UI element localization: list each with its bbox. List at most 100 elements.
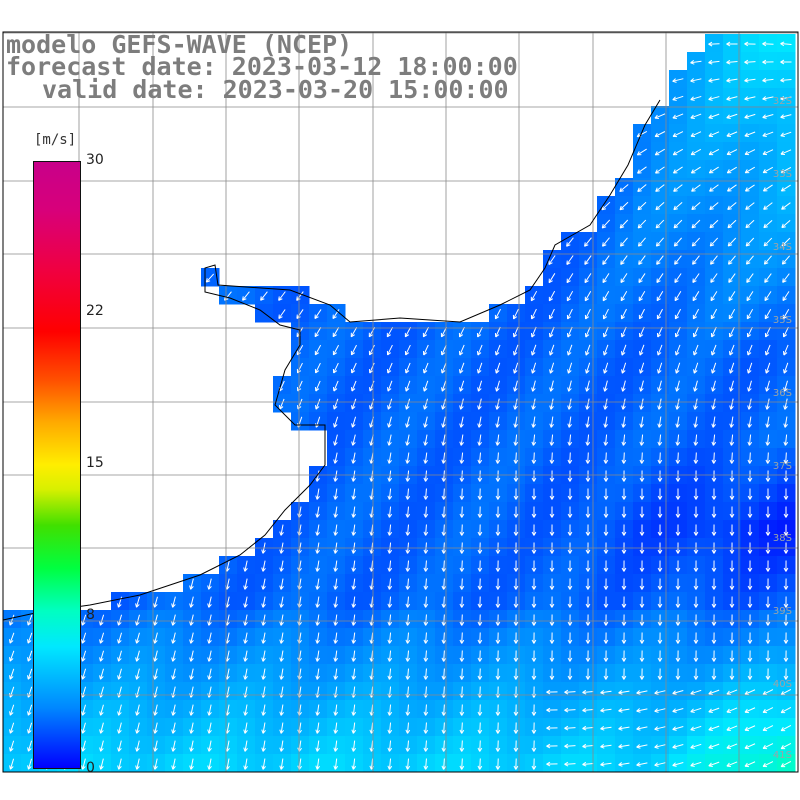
- latitude-label: 36S: [773, 388, 792, 399]
- ocean-cell: [759, 682, 778, 701]
- wind-arrow: [780, 41, 792, 47]
- ocean-cell: [597, 736, 616, 755]
- wind-arrow: [744, 41, 756, 47]
- wind-arrow: [726, 41, 738, 47]
- ocean-cell: [759, 700, 778, 719]
- latitude-label: 39S: [773, 606, 792, 617]
- ocean-cell: [597, 700, 616, 719]
- ocean-cell: [687, 142, 706, 161]
- wind-arrow: [636, 148, 647, 156]
- ocean-cell: [651, 106, 670, 125]
- wind-arrow: [708, 113, 720, 119]
- latitude-label: 35S: [773, 315, 792, 326]
- wind-arrow: [780, 59, 792, 65]
- ocean-cell: [687, 106, 706, 125]
- ocean-cell: [633, 700, 652, 719]
- wind-arrow: [708, 78, 720, 83]
- wind-arrow: [726, 78, 738, 83]
- ocean-cell: [579, 736, 598, 755]
- ocean-cell: [741, 700, 760, 719]
- ocean-cell: [723, 124, 742, 143]
- ocean-cell: [723, 754, 742, 773]
- wind-arrow: [672, 95, 684, 101]
- ocean-cell: [723, 718, 742, 737]
- ocean-cell: [669, 754, 688, 773]
- ocean-cell: [741, 34, 760, 53]
- ocean-cell: [777, 52, 796, 71]
- ocean-cell: [651, 682, 670, 701]
- ocean-cell: [759, 754, 778, 773]
- ocean-cell: [633, 682, 652, 701]
- ocean-cell: [777, 88, 796, 107]
- wind-arrow: [654, 131, 666, 138]
- valid-date: valid date: 2023-03-20 15:00:00: [42, 75, 509, 104]
- ocean-cell: [669, 682, 688, 701]
- wind-arrow: [726, 149, 738, 156]
- ocean-cell: [687, 70, 706, 89]
- ocean-cell: [705, 52, 724, 71]
- wind-arrow: [780, 131, 792, 137]
- ocean-cell: [615, 682, 634, 701]
- ocean-cell: [669, 736, 688, 755]
- wind-arrow: [726, 113, 738, 119]
- ocean-cell: [615, 700, 634, 719]
- ocean-cell: [633, 124, 652, 143]
- wind-arrow: [762, 149, 774, 156]
- ocean-cell: [615, 754, 634, 773]
- ocean-cell: [597, 682, 616, 701]
- wind-arrow: [744, 149, 756, 156]
- wind-arrow: [726, 96, 738, 101]
- ocean-cell: [741, 88, 760, 107]
- ocean-cell: [759, 736, 778, 755]
- wind-arrow: [690, 59, 702, 65]
- ocean-cell: [597, 718, 616, 737]
- wind-arrow: [744, 59, 756, 65]
- ocean-cell: [777, 142, 796, 161]
- ocean-cell: [723, 700, 742, 719]
- ocean-cell: [705, 754, 724, 773]
- ocean-cell: [705, 736, 724, 755]
- ocean-cell: [561, 754, 580, 773]
- wind-arrow: [780, 77, 792, 83]
- ocean-cell: [723, 160, 742, 179]
- ocean-cell: [741, 718, 760, 737]
- wind-arrow: [744, 96, 756, 101]
- ocean-cell: [741, 754, 760, 773]
- ocean-cell: [741, 682, 760, 701]
- ocean-cell: [723, 34, 742, 53]
- ocean-cell: [759, 142, 778, 161]
- ocean-cell: [777, 736, 796, 755]
- wind-arrow: [690, 131, 702, 138]
- wind-arrow: [762, 59, 774, 65]
- ocean-cell: [741, 52, 760, 71]
- ocean-cell: [615, 718, 634, 737]
- ocean-cell: [579, 700, 598, 719]
- ocean-cell: [741, 124, 760, 143]
- ocean-cell: [705, 106, 724, 125]
- ocean-cell: [543, 736, 562, 755]
- ocean-cell: [687, 736, 706, 755]
- ocean-cell: [741, 106, 760, 125]
- colorbar-tick-22: 22: [86, 303, 104, 319]
- ocean-cell: [759, 70, 778, 89]
- ocean-cell: [759, 34, 778, 53]
- wind-arrow: [672, 131, 684, 138]
- ocean-cell: [543, 754, 562, 773]
- ocean-cell: [705, 718, 724, 737]
- ocean-cell: [777, 682, 796, 701]
- ocean-cell: [759, 106, 778, 125]
- wind-arrow: [654, 113, 666, 120]
- ocean-cell: [687, 88, 706, 107]
- wind-arrow: [672, 78, 684, 83]
- ocean-cell: [561, 682, 580, 701]
- ocean-cell: [687, 700, 706, 719]
- ocean-cell: [651, 736, 670, 755]
- wind-arrow: [762, 114, 774, 119]
- ocean-cell: [633, 142, 652, 161]
- wind-arrow: [708, 96, 720, 101]
- wind-arrow: [708, 59, 720, 65]
- ocean-cell: [633, 736, 652, 755]
- ocean-cell: [759, 124, 778, 143]
- wind-arrow: [780, 96, 792, 101]
- ocean-cell: [705, 700, 724, 719]
